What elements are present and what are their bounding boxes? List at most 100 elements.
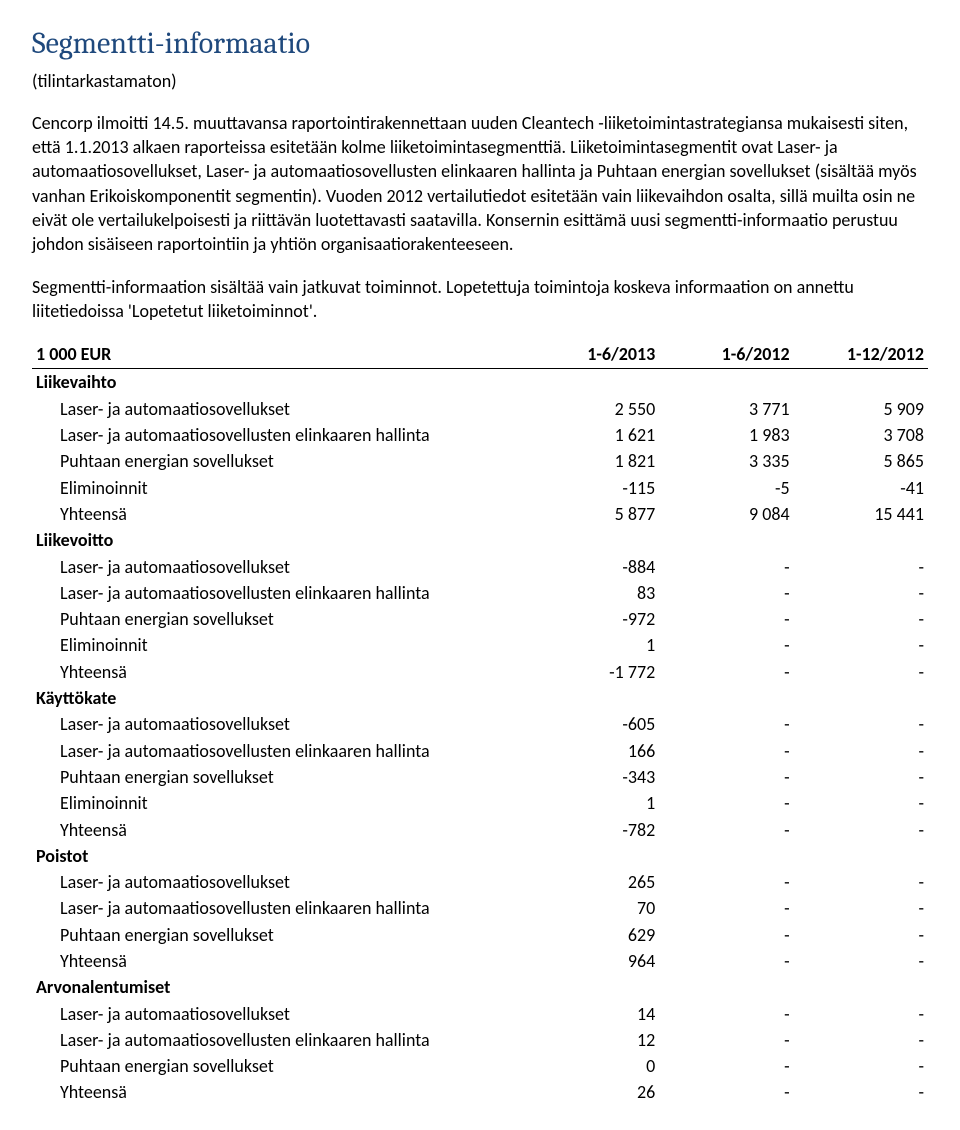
row-val-1: -1 772 [525, 659, 659, 685]
table-row: Laser- ja automaatiosovellusten elinkaar… [32, 895, 928, 921]
row-val-1: 1 821 [525, 448, 659, 474]
row-val-1: -972 [525, 606, 659, 632]
row-val-1: -115 [525, 475, 659, 501]
intro-paragraph-1: Cencorp ilmoitti 14.5. muuttavansa rapor… [32, 111, 928, 257]
row-val-1: 5 877 [525, 501, 659, 527]
row-label: Eliminoinnit [32, 790, 525, 816]
header-label: 1 000 EUR [32, 341, 525, 369]
table-row: Laser- ja automaatiosovellukset2 5503 77… [32, 396, 928, 422]
table-row: Puhtaan energian sovellukset-343-- [32, 764, 928, 790]
row-val-2: - [659, 738, 793, 764]
row-val-3: - [794, 1027, 928, 1053]
row-val-3: -41 [794, 475, 928, 501]
row-label: Puhtaan energian sovellukset [32, 1053, 525, 1079]
header-col-3: 1-12/2012 [794, 341, 928, 369]
row-label: Puhtaan energian sovellukset [32, 606, 525, 632]
row-val-1: 14 [525, 1001, 659, 1027]
row-val-1: 70 [525, 895, 659, 921]
row-val-2: 9 084 [659, 501, 793, 527]
row-val-2: - [659, 1027, 793, 1053]
row-val-1: 629 [525, 922, 659, 948]
section-title: Poistot [32, 843, 928, 869]
table-row: Laser- ja automaatiosovellusten elinkaar… [32, 580, 928, 606]
row-label: Laser- ja automaatiosovellusten elinkaar… [32, 580, 525, 606]
row-val-2: - [659, 764, 793, 790]
row-val-2: - [659, 922, 793, 948]
row-val-2: 3 335 [659, 448, 793, 474]
row-val-2: - [659, 711, 793, 737]
table-row: Laser- ja automaatiosovellusten elinkaar… [32, 1027, 928, 1053]
row-val-1: 1 [525, 632, 659, 658]
row-val-1: -605 [525, 711, 659, 737]
row-label: Laser- ja automaatiosovellusten elinkaar… [32, 895, 525, 921]
section-title: Liikevaihto [32, 369, 928, 396]
row-val-3: 15 441 [794, 501, 928, 527]
row-label: Laser- ja automaatiosovellukset [32, 396, 525, 422]
row-label: Yhteensä [32, 659, 525, 685]
row-label: Eliminoinnit [32, 475, 525, 501]
row-val-1: -782 [525, 817, 659, 843]
row-val-3: - [794, 764, 928, 790]
row-val-2: - [659, 632, 793, 658]
intro-paragraph-2: Segmentti-informaation sisältää vain jat… [32, 275, 928, 324]
header-col-2: 1-6/2012 [659, 341, 793, 369]
row-val-2: - [659, 659, 793, 685]
table-row: Puhtaan energian sovellukset1 8213 3355 … [32, 448, 928, 474]
row-label: Laser- ja automaatiosovellusten elinkaar… [32, 738, 525, 764]
row-val-1: 1 621 [525, 422, 659, 448]
row-val-3: - [794, 659, 928, 685]
row-val-3: - [794, 948, 928, 974]
row-label: Laser- ja automaatiosovellukset [32, 554, 525, 580]
section-title-row: Arvonalentumiset [32, 974, 928, 1000]
table-row: Laser- ja automaatiosovellusten elinkaar… [32, 738, 928, 764]
row-val-2: - [659, 1053, 793, 1079]
row-val-2: - [659, 817, 793, 843]
row-val-2: - [659, 948, 793, 974]
row-val-1: -884 [525, 554, 659, 580]
row-val-3: - [794, 606, 928, 632]
segment-table: 1 000 EUR1-6/20131-6/20121-12/2012Liikev… [32, 341, 928, 1106]
row-val-3: - [794, 869, 928, 895]
row-label: Laser- ja automaatiosovellukset [32, 1001, 525, 1027]
row-val-1: 2 550 [525, 396, 659, 422]
row-val-1: 964 [525, 948, 659, 974]
table-header-row: 1 000 EUR1-6/20131-6/20121-12/2012 [32, 341, 928, 369]
table-row: Laser- ja automaatiosovellukset-605-- [32, 711, 928, 737]
section-title: Käyttökate [32, 685, 928, 711]
section-title-row: Liikevaihto [32, 369, 928, 396]
row-label: Laser- ja automaatiosovellukset [32, 869, 525, 895]
row-val-1: 0 [525, 1053, 659, 1079]
row-val-1: 26 [525, 1079, 659, 1105]
table-row: Yhteensä964-- [32, 948, 928, 974]
row-val-3: - [794, 895, 928, 921]
section-title-row: Poistot [32, 843, 928, 869]
row-label: Laser- ja automaatiosovellusten elinkaar… [32, 422, 525, 448]
page-title: Segmentti-informaatio [32, 24, 928, 65]
row-val-3: 5 909 [794, 396, 928, 422]
row-label: Puhtaan energian sovellukset [32, 764, 525, 790]
section-title: Arvonalentumiset [32, 974, 928, 1000]
row-val-1: -343 [525, 764, 659, 790]
table-row: Puhtaan energian sovellukset0-- [32, 1053, 928, 1079]
row-val-2: - [659, 580, 793, 606]
row-val-2: - [659, 1079, 793, 1105]
row-val-3: - [794, 1053, 928, 1079]
row-val-3: 3 708 [794, 422, 928, 448]
table-row: Laser- ja automaatiosovellukset-884-- [32, 554, 928, 580]
section-title-row: Käyttökate [32, 685, 928, 711]
row-val-3: - [794, 1079, 928, 1105]
table-row: Yhteensä26-- [32, 1079, 928, 1105]
row-val-3: - [794, 632, 928, 658]
row-val-2: -5 [659, 475, 793, 501]
row-val-1: 12 [525, 1027, 659, 1053]
row-label: Yhteensä [32, 1079, 525, 1105]
row-val-3: - [794, 922, 928, 948]
row-val-3: - [794, 1001, 928, 1027]
row-val-2: - [659, 1001, 793, 1027]
row-val-2: 3 771 [659, 396, 793, 422]
table-row: Eliminoinnit1-- [32, 790, 928, 816]
row-val-3: - [794, 554, 928, 580]
row-label: Yhteensä [32, 817, 525, 843]
row-val-2: - [659, 895, 793, 921]
row-val-2: - [659, 790, 793, 816]
